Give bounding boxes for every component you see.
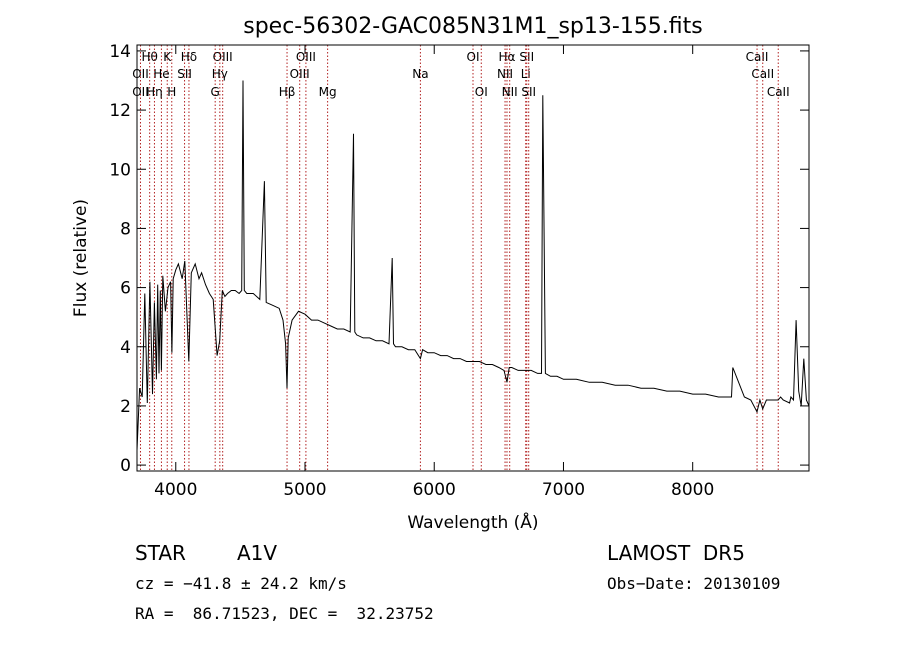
marker-label: OII	[132, 85, 149, 99]
marker-label: OIII	[296, 50, 316, 64]
y-axis-label: Flux (relative)	[71, 199, 91, 317]
chart-title: spec-56302-GAC085N31M1_sp13-155.fits	[243, 14, 703, 39]
object-subclass: A1V	[237, 541, 278, 565]
marker-label: OI	[475, 85, 488, 99]
plot-frame	[136, 44, 810, 472]
marker-label: SII	[521, 85, 536, 99]
marker-label: Hβ	[279, 85, 296, 99]
marker-label: Hγ	[212, 67, 228, 81]
marker-label: OIII	[290, 67, 310, 81]
x-tick-label: 6000	[413, 480, 456, 500]
x-tick-label: 7000	[542, 480, 585, 500]
survey-name: LAMOST DR5	[607, 541, 745, 565]
y-axis: 0 2 4 6 8 10 12 14	[109, 42, 809, 476]
marker-label: Hα	[499, 50, 516, 64]
redshift-cz: cz = −41.8 ± 24.2 km/s	[135, 574, 347, 593]
marker-label: G	[211, 85, 220, 99]
marker-label: He	[153, 67, 169, 81]
marker-label: Hθ	[141, 50, 157, 64]
marker-label: K	[163, 50, 172, 64]
marker-label: OI	[467, 50, 480, 64]
x-axis-label: Wavelength (Å)	[407, 511, 538, 533]
y-tick-label: 8	[120, 219, 131, 239]
marker-label: Hδ	[181, 50, 197, 64]
y-tick-label: 4	[120, 338, 131, 358]
marker-label: CaII	[767, 85, 790, 99]
y-tick-label: 0	[120, 456, 131, 476]
object-class: STAR	[135, 541, 186, 565]
x-axis: 4000 5000 6000 7000 8000	[154, 45, 714, 500]
marker-label: Hη	[146, 85, 163, 99]
marker-label: Li	[521, 67, 531, 81]
coordinates: RA = 86.71523, DEC = 32.23752	[135, 604, 434, 623]
y-tick-label: 12	[109, 101, 131, 121]
x-tick-label: 8000	[671, 480, 714, 500]
spectrum-series	[136, 80, 810, 451]
marker-label: CaII	[746, 50, 769, 64]
x-tick-label: 4000	[154, 480, 197, 500]
observation-date: Obs−Date: 20130109	[607, 574, 781, 593]
y-tick-label: 2	[120, 397, 131, 417]
y-tick-label: 6	[120, 279, 131, 299]
spectrum-line	[136, 80, 810, 451]
marker-label: CaII	[751, 67, 774, 81]
marker-label: Na	[412, 67, 428, 81]
marker-label: SII	[519, 50, 534, 64]
marker-label: NII	[502, 85, 518, 99]
marker-label: H	[167, 85, 176, 99]
marker-label: Mg	[319, 85, 337, 99]
marker-label: SII	[177, 67, 192, 81]
y-tick-label: 10	[109, 160, 131, 180]
marker-label: OIII	[213, 50, 233, 64]
x-tick-label: 5000	[283, 480, 326, 500]
y-tick-label: 14	[109, 42, 131, 62]
marker-label: NII	[497, 67, 513, 81]
